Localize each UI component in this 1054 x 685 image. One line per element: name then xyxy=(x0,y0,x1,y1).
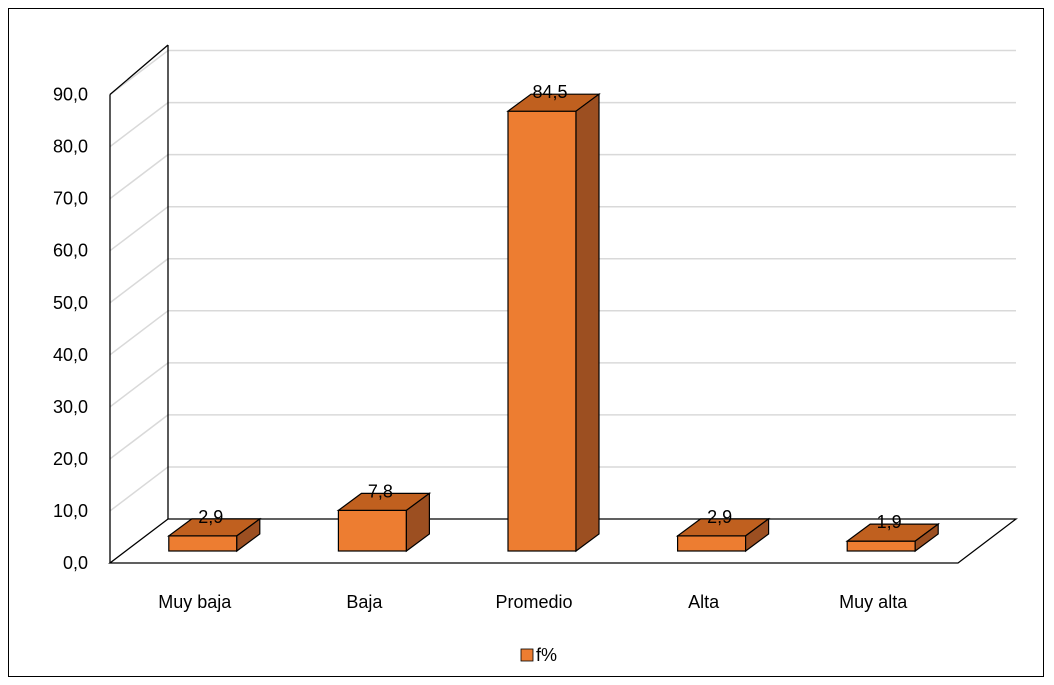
x-tick-label: Promedio xyxy=(495,592,572,612)
chart-floor xyxy=(108,518,1018,564)
x-tick-label: Alta xyxy=(688,592,720,612)
labels: 0,0 10,0 20,0 30,0 40,0 50,0 60,0 70,0 80,0 90,0 2… xyxy=(53,82,908,612)
bar-front xyxy=(676,535,747,552)
y-tick-label: 30,0 xyxy=(53,397,88,417)
gridline-wall xyxy=(109,258,169,304)
bar-side xyxy=(575,92,600,553)
y-tick-label: 60,0 xyxy=(53,241,88,261)
gridline-wall xyxy=(109,154,169,200)
bar-side xyxy=(914,522,939,553)
gridline-wall xyxy=(109,414,169,460)
gridline-wall xyxy=(109,49,169,96)
bar-side xyxy=(405,492,430,553)
x-tick-label: Muy alta xyxy=(839,592,908,612)
gridline-wall xyxy=(109,466,169,512)
bar-front xyxy=(168,535,238,552)
data-label: 2,9 xyxy=(198,507,223,527)
bar-front xyxy=(337,509,407,552)
legend-label: f% xyxy=(536,645,557,665)
data-label: 1,9 xyxy=(877,512,902,532)
bar-side xyxy=(236,517,261,553)
legend: f% xyxy=(520,645,557,665)
data-label: 7,8 xyxy=(368,481,393,501)
y-tick-label: 50,0 xyxy=(53,293,88,313)
bar-muy-baja xyxy=(166,517,262,553)
x-tick-label: Baja xyxy=(346,592,383,612)
bar-front xyxy=(507,110,577,552)
bar-promedio xyxy=(506,92,601,553)
bar-muy-alta xyxy=(845,522,941,553)
bar-side xyxy=(744,517,770,553)
bar-front xyxy=(846,540,916,552)
y-tick-label: 80,0 xyxy=(53,137,88,157)
y-tick-label: 10,0 xyxy=(53,501,88,521)
wall-top-edge xyxy=(109,44,169,96)
legend-item: f% xyxy=(520,645,557,665)
data-label: 84,5 xyxy=(532,82,567,102)
y-tick-label: 0,0 xyxy=(63,553,88,573)
y-tick-label: 40,0 xyxy=(53,345,88,365)
bars xyxy=(166,92,941,553)
data-label: 2,9 xyxy=(707,507,732,527)
legend-swatch xyxy=(520,648,534,662)
bar-alta xyxy=(675,517,771,553)
gridline-wall xyxy=(109,206,169,252)
gridline-wall xyxy=(109,310,169,356)
chart-walls xyxy=(108,44,1018,564)
x-tick-label: Muy baja xyxy=(158,592,232,612)
y-tick-label: 90,0 xyxy=(53,85,88,105)
y-tick-label: 20,0 xyxy=(53,449,88,469)
gridline-wall xyxy=(109,362,169,408)
gridline-wall xyxy=(109,102,169,148)
y-tick-label: 70,0 xyxy=(53,189,88,209)
bar-baja xyxy=(336,492,432,553)
